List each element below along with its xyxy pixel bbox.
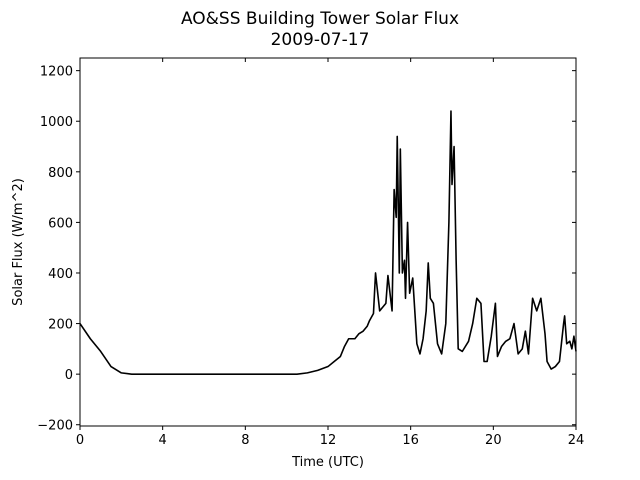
y-tick-label: 200 bbox=[48, 318, 73, 333]
x-tick-label: 4 bbox=[159, 433, 167, 448]
y-tick-label: 800 bbox=[48, 166, 73, 181]
line-series bbox=[79, 110, 577, 375]
x-tick-label: 0 bbox=[76, 433, 84, 448]
y-tick-label: 1000 bbox=[40, 115, 73, 130]
plot-frame bbox=[79, 57, 577, 427]
y-tick-label: 400 bbox=[48, 267, 73, 282]
y-axis-label: Solar Flux (W/m^2) bbox=[11, 178, 26, 306]
x-tick-label: 20 bbox=[485, 433, 502, 448]
y-tick-label: −200 bbox=[37, 419, 73, 434]
chart-subtitle: 2009-07-17 bbox=[271, 30, 370, 50]
x-axis-label: Time (UTC) bbox=[291, 455, 364, 470]
y-tick-label: 0 bbox=[65, 368, 73, 383]
x-tick-label: 24 bbox=[568, 433, 585, 448]
y-tick-label: 600 bbox=[48, 216, 73, 231]
chart-title: AO&SS Building Tower Solar Flux bbox=[181, 9, 459, 29]
x-tick-label: 16 bbox=[402, 433, 419, 448]
x-tick-label: 12 bbox=[320, 433, 337, 448]
x-tick-label: 8 bbox=[241, 433, 249, 448]
y-tick-label: 1200 bbox=[40, 65, 73, 80]
